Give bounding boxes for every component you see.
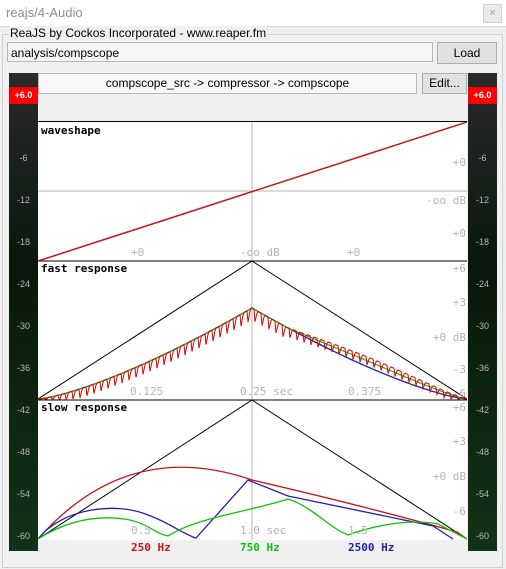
- waveshape-title: waveshape: [41, 124, 101, 137]
- slow-response-title: slow response: [41, 401, 127, 414]
- slow-750hz-curve: [38, 498, 467, 540]
- effect-path-field[interactable]: analysis/compscope: [7, 42, 433, 62]
- waveshape-y-label: -oo dB: [426, 194, 466, 207]
- legend-750hz: 750 Hz: [240, 541, 280, 554]
- legend-250hz: 250 Hz: [131, 541, 171, 554]
- legend-2500hz: 2500 Hz: [348, 541, 395, 554]
- input-peak-readout: +6.0: [9, 87, 38, 104]
- close-button[interactable]: ×: [483, 4, 502, 23]
- waveshape-x-label: +0: [131, 246, 144, 259]
- meter-tick: -42: [16, 405, 30, 415]
- fast-response-title: fast response: [41, 262, 127, 275]
- output-peak-readout: +6.0: [468, 87, 497, 104]
- meter-tick: -6: [19, 153, 28, 163]
- fast-y-label: +3: [453, 296, 466, 309]
- slow-250hz-curve: [38, 466, 467, 540]
- meter-tick: -6: [478, 153, 487, 163]
- window-title: reajs/4-Audio: [6, 5, 83, 20]
- slow-x-label: 1.0 sec: [240, 524, 286, 537]
- meter-tick: -18: [475, 237, 489, 247]
- slow-response-envelope: [38, 399, 467, 540]
- waveshape-x-label: +0: [347, 246, 360, 259]
- waveshape-curve: [38, 122, 467, 262]
- waveshape-y-label: +0: [453, 227, 466, 240]
- meter-tick: -12: [16, 195, 30, 205]
- fast-y-label: +0 dB: [433, 331, 466, 344]
- meter-tick: -54: [475, 489, 489, 499]
- slow-y-label: +0 dB: [433, 470, 466, 483]
- fast-response-envelope: [38, 260, 467, 400]
- meter-tick: -30: [475, 321, 489, 331]
- edit-button[interactable]: Edit...: [422, 73, 467, 94]
- waveshape-y-label: +0: [453, 156, 466, 169]
- meter-tick: -42: [475, 405, 489, 415]
- slow-x-label: 0.5: [131, 524, 151, 537]
- meter-tick: -60: [475, 531, 489, 541]
- fast-250hz-curve: [38, 307, 467, 401]
- fast-y-label: -6: [453, 387, 466, 400]
- meter-tick: -30: [16, 321, 30, 331]
- meter-tick: -54: [16, 489, 30, 499]
- meter-tick: -48: [16, 447, 30, 457]
- slow-2500hz-curve: [38, 479, 454, 540]
- fast-x-label: 0.125: [130, 385, 163, 398]
- waveshape-x-label: -oo dB: [240, 246, 280, 259]
- slow-y-label: +6: [453, 401, 466, 414]
- meter-tick: -48: [475, 447, 489, 457]
- signal-chain-label: compscope_src -> compressor -> compscope: [38, 73, 417, 94]
- compscope-display: waveshape fast response slow response +0…: [38, 121, 467, 540]
- group-label: ReaJS by Cockos Incorporated - www.reape…: [9, 26, 268, 40]
- load-button[interactable]: Load: [437, 42, 497, 64]
- fast-y-label: +6: [453, 262, 466, 275]
- fast-x-label: 0.375: [348, 385, 381, 398]
- meter-tick: -60: [16, 531, 30, 541]
- meter-tick: -12: [475, 195, 489, 205]
- meter-tick: -36: [475, 363, 489, 373]
- fast-y-label: -3: [453, 363, 466, 376]
- slow-y-label: -6: [453, 505, 466, 518]
- input-level-meter: +6.0 -6 -12 -18 -24 -30 -36 -42 -48 -54 …: [9, 73, 38, 551]
- slow-y-label: +3: [453, 435, 466, 448]
- meter-tick: -24: [16, 279, 30, 289]
- title-bar: reajs/4-Audio ×: [0, 0, 506, 27]
- meter-tick: -36: [16, 363, 30, 373]
- meter-tick: -18: [16, 237, 30, 247]
- fast-x-label: 0.25 sec: [240, 385, 293, 398]
- slow-x-label: 1.5: [348, 524, 368, 537]
- meter-tick: -24: [475, 279, 489, 289]
- output-level-meter: +6.0 -6 -12 -18 -24 -30 -36 -42 -48 -54 …: [468, 73, 497, 551]
